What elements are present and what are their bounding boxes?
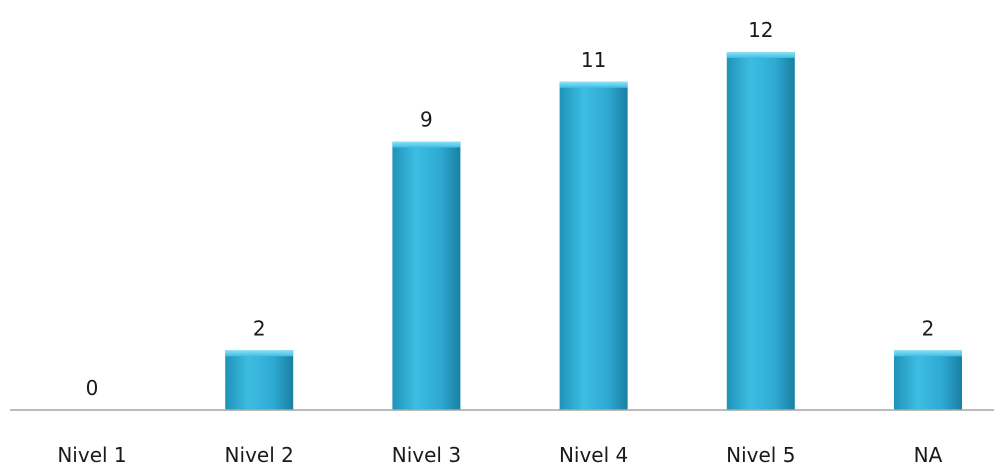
data-label-nivel-4: 11: [581, 48, 606, 72]
x-tick-label-nivel-2: Nivel 2: [225, 443, 294, 467]
bar-nivel-3: [392, 141, 461, 410]
data-label-nivel-1: 0: [86, 376, 99, 400]
bars-group: [225, 52, 962, 411]
x-tick-label-nivel-1: Nivel 1: [57, 443, 126, 467]
data-label-nivel-2: 2: [253, 316, 266, 340]
data-label-nivel-3: 9: [420, 108, 433, 132]
x-tick-label-na: NA: [914, 443, 943, 467]
data-label-nivel-5: 12: [748, 18, 773, 42]
data-label-na: 2: [922, 316, 935, 340]
bar-cap-nivel-4: [559, 81, 628, 88]
x-tick-label-nivel-4: Nivel 4: [559, 443, 628, 467]
bar-nivel-2: [225, 350, 294, 410]
x-tick-label-nivel-5: Nivel 5: [726, 443, 795, 467]
x-tick-labels-group: Nivel 1 Nivel 2 Nivel 3 Nivel 4 Nivel 5 NA: [57, 443, 942, 467]
bar-cap-na: [894, 350, 962, 357]
data-labels-group: 0 2 9 11 12 2: [86, 18, 935, 400]
bar-na: [894, 350, 962, 410]
bar-nivel-5: [726, 52, 795, 410]
bar-cap-nivel-5: [726, 52, 795, 58]
x-tick-label-nivel-3: Nivel 3: [392, 443, 461, 467]
bar-cap-nivel-2: [225, 350, 294, 357]
bar-cap-nivel-3: [392, 141, 461, 148]
bar-nivel-4: [559, 81, 628, 411]
